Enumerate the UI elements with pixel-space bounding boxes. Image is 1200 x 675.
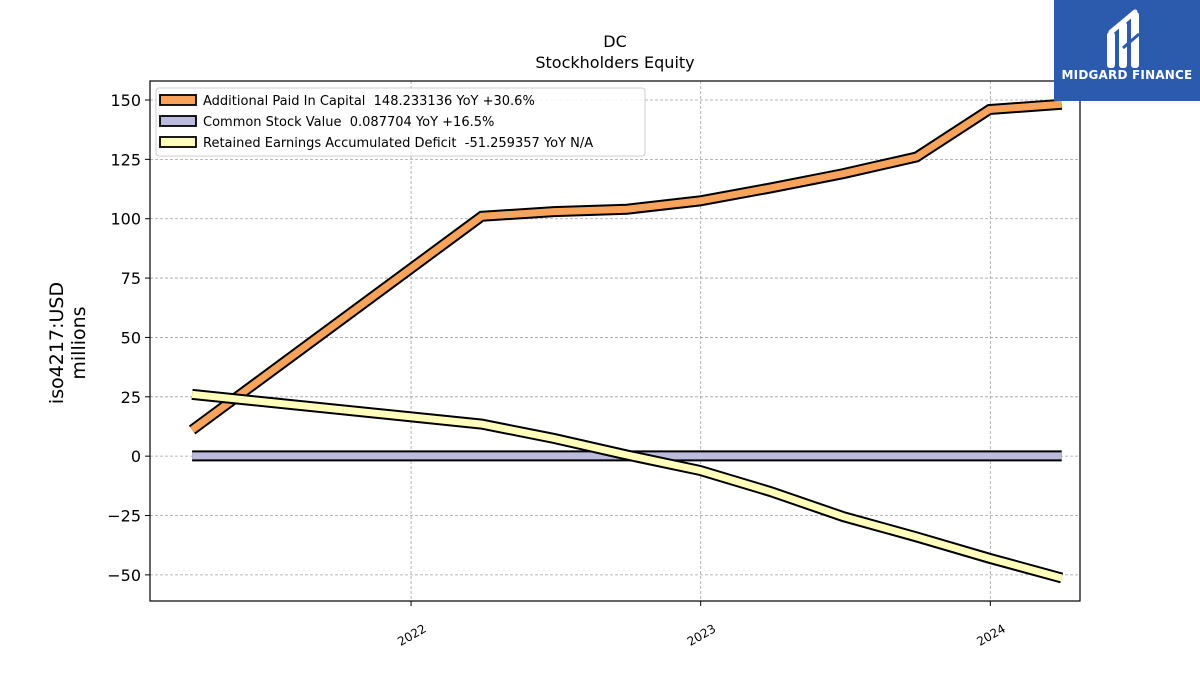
chart-title: DC — [603, 32, 627, 51]
grid — [150, 81, 1080, 601]
series-line — [191, 390, 1063, 582]
x-tick-label: 2024 — [974, 621, 1007, 648]
legend-swatch — [159, 115, 197, 127]
brand-logo: MIDGARD FINANCE — [1054, 0, 1200, 101]
y-axis-label: iso4217:USD millions — [46, 282, 90, 404]
y-tick-label: −50 — [107, 566, 141, 585]
series-lines — [188, 98, 1064, 584]
legend-label: Additional Paid In Capital 148.233136 Yo… — [203, 94, 535, 109]
x-tick-label: 2023 — [685, 621, 718, 648]
logo-text: MIDGARD FINANCE — [1061, 68, 1193, 82]
legend-swatch — [159, 136, 197, 148]
logo-mark-icon — [1107, 9, 1140, 68]
y-tick-label: 75 — [121, 269, 141, 288]
y-tick-label: 150 — [110, 91, 141, 110]
y-tick-label: 0 — [131, 447, 141, 466]
x-tick-label: 2022 — [395, 621, 428, 648]
y-axis-label-unit: iso4217:USD — [46, 281, 68, 405]
y-tick-label: −25 — [107, 507, 141, 526]
legend-box — [155, 87, 646, 157]
series-line — [190, 100, 1062, 433]
plot-frame — [149, 80, 1081, 602]
legend-label: Retained Earnings Accumulated Deficit -5… — [203, 136, 593, 151]
y-tick-label: 25 — [121, 388, 141, 407]
axis-ticks: −50 −25 0 25 50 75 100 125 150 2022 2023 2024 — [107, 91, 1008, 649]
legend-label: Common Stock Value 0.087704 YoY +16.5% — [203, 115, 494, 130]
legend: Additional Paid In Capital 148.233136 Yo… — [155, 87, 646, 157]
legend-swatch — [159, 94, 197, 106]
y-tick-label: 100 — [110, 210, 141, 229]
chart-subtitle: Stockholders Equity — [535, 53, 695, 72]
y-tick-label: 125 — [110, 150, 141, 169]
y-axis-label-scale: millions — [68, 306, 90, 380]
y-tick-label: 50 — [121, 328, 141, 347]
series-line-outline — [191, 388, 1064, 584]
